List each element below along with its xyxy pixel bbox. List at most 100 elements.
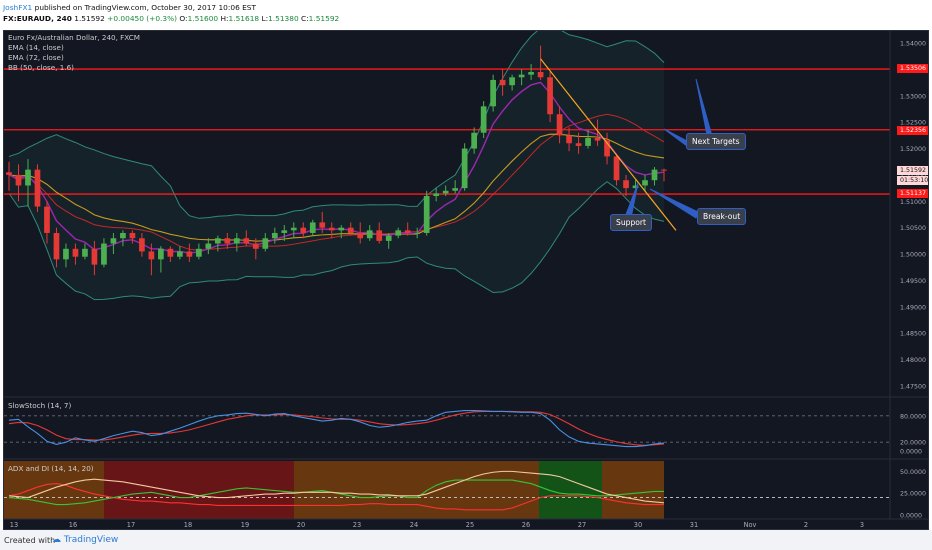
candle-body <box>44 206 50 233</box>
stoch-pane: 80.0000 20.0000 0.0000 <box>4 409 926 456</box>
price-tick-label: 1.51500 <box>900 172 926 179</box>
bb-lower-line <box>8 181 665 301</box>
price-tick-label: 1.52500 <box>900 120 926 127</box>
candle-body <box>395 230 402 236</box>
legend-bb: BB (50, close, 1.6) <box>8 63 74 72</box>
close-value: 1.51592 <box>308 14 340 23</box>
tradingview-logo[interactable]: ☁ TradingView <box>52 535 119 545</box>
candle-body <box>518 74 525 78</box>
candle-body <box>158 248 164 260</box>
time-tick-label: 23 <box>353 521 361 529</box>
ema14-line <box>8 81 665 254</box>
lower-level-tag: 1.51137 <box>897 189 928 198</box>
candle-body <box>82 248 88 257</box>
candle-body <box>566 135 572 144</box>
candle-body <box>338 227 345 231</box>
next-targets-arrow <box>695 78 713 137</box>
candles <box>6 45 667 276</box>
stoch-d-line <box>8 410 665 446</box>
chart-panel[interactable]: 1.540001.535001.530001.525001.520001.515… <box>3 30 929 530</box>
adx-zone <box>104 461 294 519</box>
time-tick-label: 3 <box>860 521 864 529</box>
candle-body <box>385 235 392 241</box>
author-link[interactable]: JoshFX1 <box>3 3 33 12</box>
candle-body <box>186 251 193 257</box>
candle-body <box>110 238 117 244</box>
price-tick-label: 1.49000 <box>900 304 926 311</box>
next-targets-label[interactable]: Next Targets <box>686 133 746 150</box>
stoch-k-line <box>8 409 665 448</box>
time-tick-label: 20 <box>297 521 305 529</box>
ohlc-line: FX:EURAUD, 240 1.51592 +0.00450 (+0.3%) … <box>3 14 339 23</box>
time-tick-label: 26 <box>522 521 530 529</box>
time-tick-label: 18 <box>184 521 192 529</box>
legend-adx: ADX and DI (14, 14, 20) <box>8 464 94 473</box>
candle-body <box>101 243 107 265</box>
adx-tick-label: 50.0000 <box>900 469 926 476</box>
price-tick-label: 1.50000 <box>900 252 926 259</box>
legend-title: Euro Fx/Australian Dollar, 240, FXCM <box>8 33 140 42</box>
candle-body <box>585 137 591 146</box>
price-axis: 1.540001.535001.530001.525001.520001.515… <box>900 41 926 391</box>
upper-level-tag: 1.53506 <box>897 64 928 73</box>
candle-body <box>233 238 240 244</box>
stoch-tick-label: 20.0000 <box>900 440 926 447</box>
bollinger-bands <box>8 31 665 301</box>
candle-body <box>642 180 648 186</box>
adx-di-minus-line <box>8 483 664 511</box>
candle-body <box>594 137 601 141</box>
last-price: 1.51592 <box>74 14 105 23</box>
price-tick-label: 1.50500 <box>900 225 926 232</box>
created-with-text: Created with <box>4 536 56 545</box>
time-tick-label: 31 <box>690 521 698 529</box>
adx-zone <box>4 461 104 519</box>
candle-body <box>461 148 468 189</box>
candle-body <box>613 156 620 181</box>
adx-zone <box>602 461 664 519</box>
candle-body <box>328 227 335 231</box>
candle-body <box>499 79 506 86</box>
candle-body <box>661 169 667 171</box>
time-tick-label: 24 <box>410 521 418 529</box>
publish-header: JoshFX1 published on TradingView.com, Oc… <box>0 0 932 30</box>
candle-body <box>604 140 610 157</box>
support-label[interactable]: Support <box>610 214 653 231</box>
price-tick-label: 1.54000 <box>900 41 926 48</box>
time-tick-label: 25 <box>466 521 474 529</box>
candle-body <box>309 222 316 233</box>
candle-body <box>556 114 563 136</box>
adx-tick-label: 25.0000 <box>900 491 926 498</box>
publish-text: published on TradingView.com, October 30… <box>34 3 256 12</box>
time-tick-label: 13 <box>10 521 18 529</box>
candle-body <box>120 232 126 239</box>
price-tick-label: 1.52000 <box>900 146 926 153</box>
footer-bar: Created with ☁ TradingView <box>0 530 932 550</box>
high-value: 1.51618 <box>228 14 260 23</box>
trendline-drawings <box>540 58 713 231</box>
candle-body <box>214 238 221 244</box>
legend-ema14: EMA (14, close) <box>8 43 64 52</box>
horizontal-levels <box>4 68 890 195</box>
chart-canvas[interactable]: 1.540001.535001.530001.525001.520001.515… <box>4 31 929 530</box>
legend-stoch: SlowStoch (14, 7) <box>8 401 72 410</box>
symbol-label: FX:EURAUD, 240 <box>3 14 72 23</box>
candle-body <box>537 72 544 78</box>
time-tick-label: 16 <box>69 521 77 529</box>
low-value: 1.51380 <box>268 14 299 23</box>
candle-body <box>423 196 430 233</box>
candle-body <box>414 232 421 234</box>
time-axis: 13 16 17 18 19 20 23 24 25 26 27 30 31 Nov 2 3 <box>10 521 864 529</box>
low-label: L: <box>261 14 269 23</box>
candle-body <box>281 230 288 233</box>
open-value: 1.51600 <box>187 14 219 23</box>
candle-body <box>167 248 174 257</box>
candle-body <box>357 232 364 239</box>
candle-body <box>25 169 31 186</box>
price-tick-label: 1.48500 <box>900 331 926 338</box>
candle-body <box>205 243 212 249</box>
candle-body <box>300 227 307 233</box>
bb-upper-line <box>8 31 665 219</box>
candle-body <box>196 248 202 257</box>
breakout-label[interactable]: Break-out <box>697 208 747 225</box>
candle-body <box>366 230 373 239</box>
